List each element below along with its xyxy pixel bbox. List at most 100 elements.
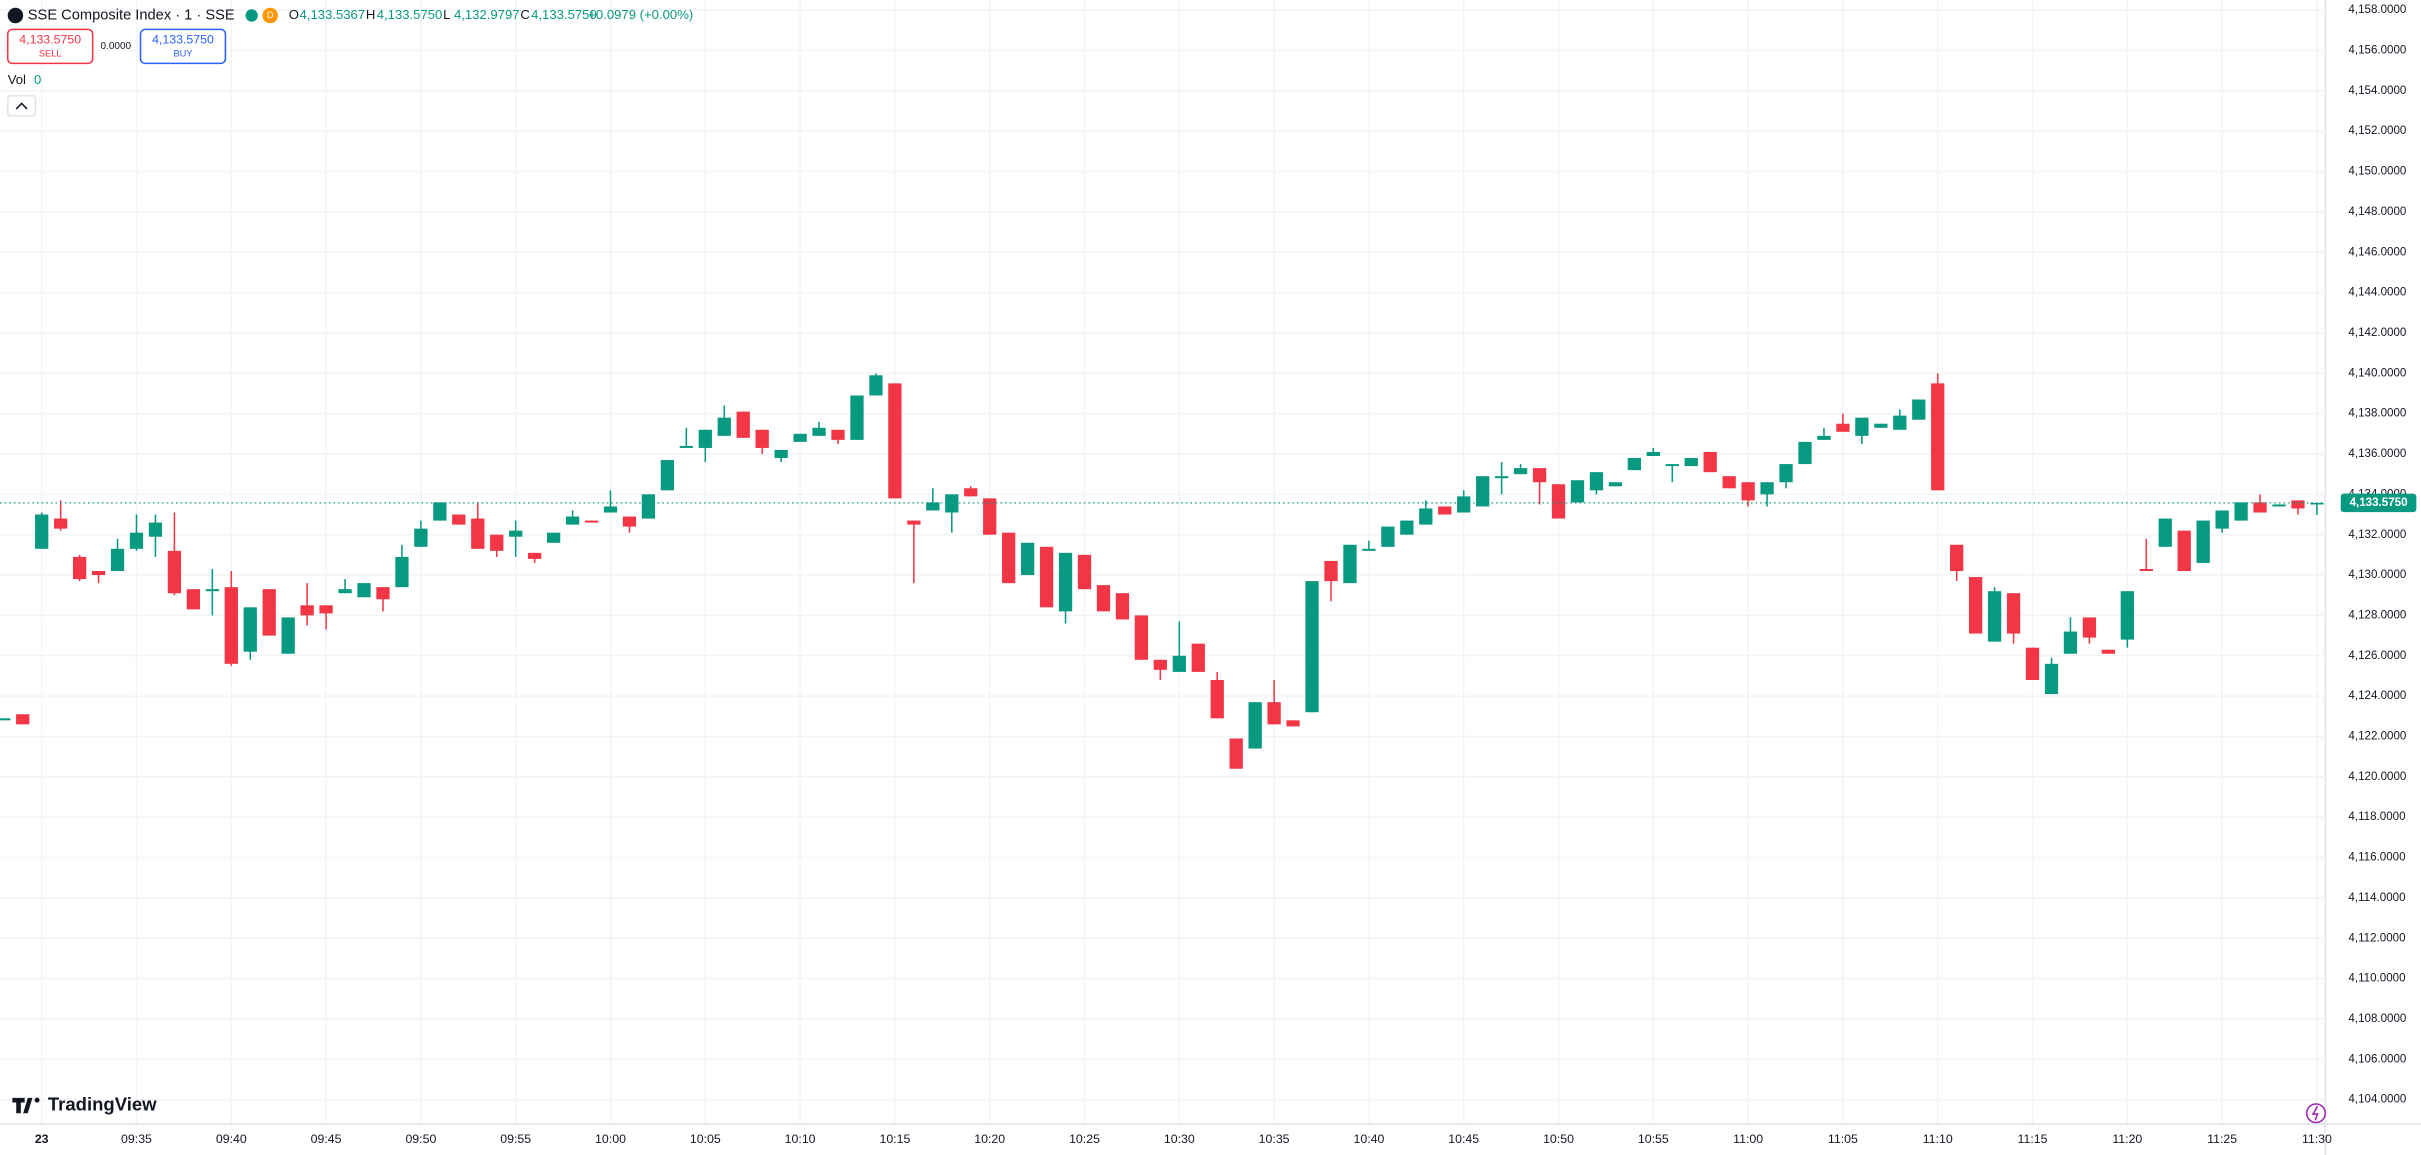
candle-body bbox=[509, 530, 523, 537]
sell-price: 4,133.5750 bbox=[19, 32, 81, 46]
candle-body bbox=[300, 605, 314, 616]
y-tick-label: 4,104.0000 bbox=[2348, 1094, 2406, 1106]
candle-body bbox=[1494, 476, 1509, 479]
candle-body bbox=[1874, 423, 1888, 428]
candle-body bbox=[641, 494, 656, 519]
candle-body bbox=[16, 714, 30, 725]
interval-badge-bg bbox=[262, 7, 278, 24]
candle-body bbox=[983, 498, 997, 535]
market-status bbox=[245, 9, 258, 22]
candle-body bbox=[1532, 468, 1547, 483]
candle-body bbox=[1760, 482, 1774, 495]
y-tick-label: 4,116.0000 bbox=[2348, 852, 2405, 864]
candle-body bbox=[1987, 591, 2002, 642]
x-tick-label: 09:45 bbox=[311, 1132, 342, 1146]
x-tick-label: 10:45 bbox=[1448, 1132, 1479, 1146]
candle-body bbox=[736, 411, 750, 438]
symbol-title[interactable]: SSE Composite Index · 1 · SSE bbox=[28, 7, 235, 23]
candle-body bbox=[2006, 593, 2021, 634]
candle-body bbox=[72, 556, 87, 580]
y-tick-label: 4,132.0000 bbox=[2348, 529, 2406, 541]
y-tick-label: 4,146.0000 bbox=[2348, 246, 2406, 258]
brand: TradingView bbox=[48, 1093, 157, 1114]
y-tick-label: 4,128.0000 bbox=[2348, 609, 2406, 621]
y-tick-label: 4,136.0000 bbox=[2348, 448, 2406, 460]
ohlc-value: 4,133.5367 bbox=[300, 7, 366, 22]
candle-body bbox=[546, 532, 561, 543]
y-tick-label: 4,108.0000 bbox=[2348, 1013, 2406, 1025]
sell-button[interactable] bbox=[6, 28, 94, 65]
candle-body bbox=[357, 583, 371, 598]
x-tick-label: 11:20 bbox=[2112, 1132, 2142, 1146]
candle-body bbox=[1020, 542, 1035, 576]
candle-body bbox=[2025, 647, 2040, 680]
candle-body bbox=[1703, 451, 1717, 473]
candle-body bbox=[660, 460, 675, 491]
candle-body bbox=[1210, 679, 1224, 719]
candle-body bbox=[376, 587, 390, 600]
buy-button[interactable] bbox=[139, 28, 227, 65]
y-tick-label: 4,156.0000 bbox=[2348, 45, 2406, 57]
candle-body bbox=[205, 589, 219, 592]
y-tick-label: 4,114.0000 bbox=[2348, 892, 2405, 904]
lightning-button[interactable] bbox=[2305, 1103, 2327, 1124]
candle-body bbox=[2082, 617, 2097, 638]
candle-body bbox=[1684, 458, 1698, 467]
candle-body bbox=[1646, 451, 1660, 457]
candles bbox=[0, 373, 2324, 769]
y-tick-label: 4,152.0000 bbox=[2348, 125, 2406, 137]
y-tick-label: 4,140.0000 bbox=[2348, 367, 2406, 379]
candle-body bbox=[1627, 458, 1641, 471]
candle-body bbox=[2101, 649, 2116, 654]
x-tick-label: 09:35 bbox=[121, 1132, 152, 1146]
ohlc-label: O bbox=[289, 7, 299, 22]
y-tick-label: 4,144.0000 bbox=[2348, 287, 2406, 299]
candle-body bbox=[490, 534, 504, 551]
x-tick-label: 10:55 bbox=[1638, 1132, 1669, 1146]
candle-body bbox=[2253, 502, 2267, 513]
x-tick-label: 10:20 bbox=[974, 1132, 1005, 1146]
candle-body bbox=[1798, 441, 1812, 465]
collapse-button[interactable] bbox=[6, 94, 37, 117]
candle-body bbox=[224, 587, 238, 664]
last-price-label: 4,133.5750 bbox=[2350, 497, 2408, 509]
candle-body bbox=[1912, 399, 1926, 420]
candle-body bbox=[888, 383, 902, 499]
candle-body bbox=[1077, 554, 1092, 590]
buy-label: BUY bbox=[173, 49, 192, 59]
candle-body bbox=[2139, 568, 2153, 572]
candle-body bbox=[1589, 472, 1604, 491]
candle-body bbox=[2196, 520, 2210, 563]
ohlc-legend: O 4,133.5367 H 4,133.5750 L 4,132.9797 C 4,133.… bbox=[289, 7, 693, 22]
candle-body bbox=[698, 429, 712, 448]
y-tick-label: 4,126.0000 bbox=[2348, 650, 2406, 662]
candle-body bbox=[1002, 532, 1016, 584]
candle-body bbox=[1400, 520, 1414, 535]
candle-body bbox=[1343, 544, 1357, 584]
candle-body bbox=[2291, 500, 2305, 509]
candle-body bbox=[319, 605, 333, 614]
candle-body bbox=[338, 589, 352, 594]
candle-body bbox=[1381, 526, 1395, 547]
x-tick-label: 10:25 bbox=[1069, 1132, 1100, 1146]
candle-body bbox=[1153, 659, 1167, 670]
candle-body bbox=[2044, 663, 2059, 695]
candle-body bbox=[528, 552, 542, 559]
candle-body bbox=[262, 589, 276, 636]
candle-body bbox=[1191, 643, 1205, 672]
candle-body bbox=[774, 449, 788, 459]
candle-body bbox=[964, 488, 978, 497]
y-tick-label: 4,150.0000 bbox=[2348, 166, 2406, 178]
candle-body bbox=[1362, 548, 1376, 551]
buy-price: 4,133.5750 bbox=[152, 32, 214, 46]
x-tick-label: 11:05 bbox=[1828, 1132, 1858, 1146]
x-tick-label: 09:55 bbox=[500, 1132, 531, 1146]
symbol-icon bbox=[7, 7, 24, 24]
candle-body bbox=[717, 417, 731, 436]
candle-body bbox=[1570, 480, 1585, 503]
ohlc-value: 4,133.5750 bbox=[531, 7, 597, 22]
candle-body bbox=[35, 514, 49, 549]
candle-body bbox=[1058, 552, 1073, 612]
candle-body bbox=[1229, 738, 1243, 769]
candle-body bbox=[1134, 615, 1149, 660]
